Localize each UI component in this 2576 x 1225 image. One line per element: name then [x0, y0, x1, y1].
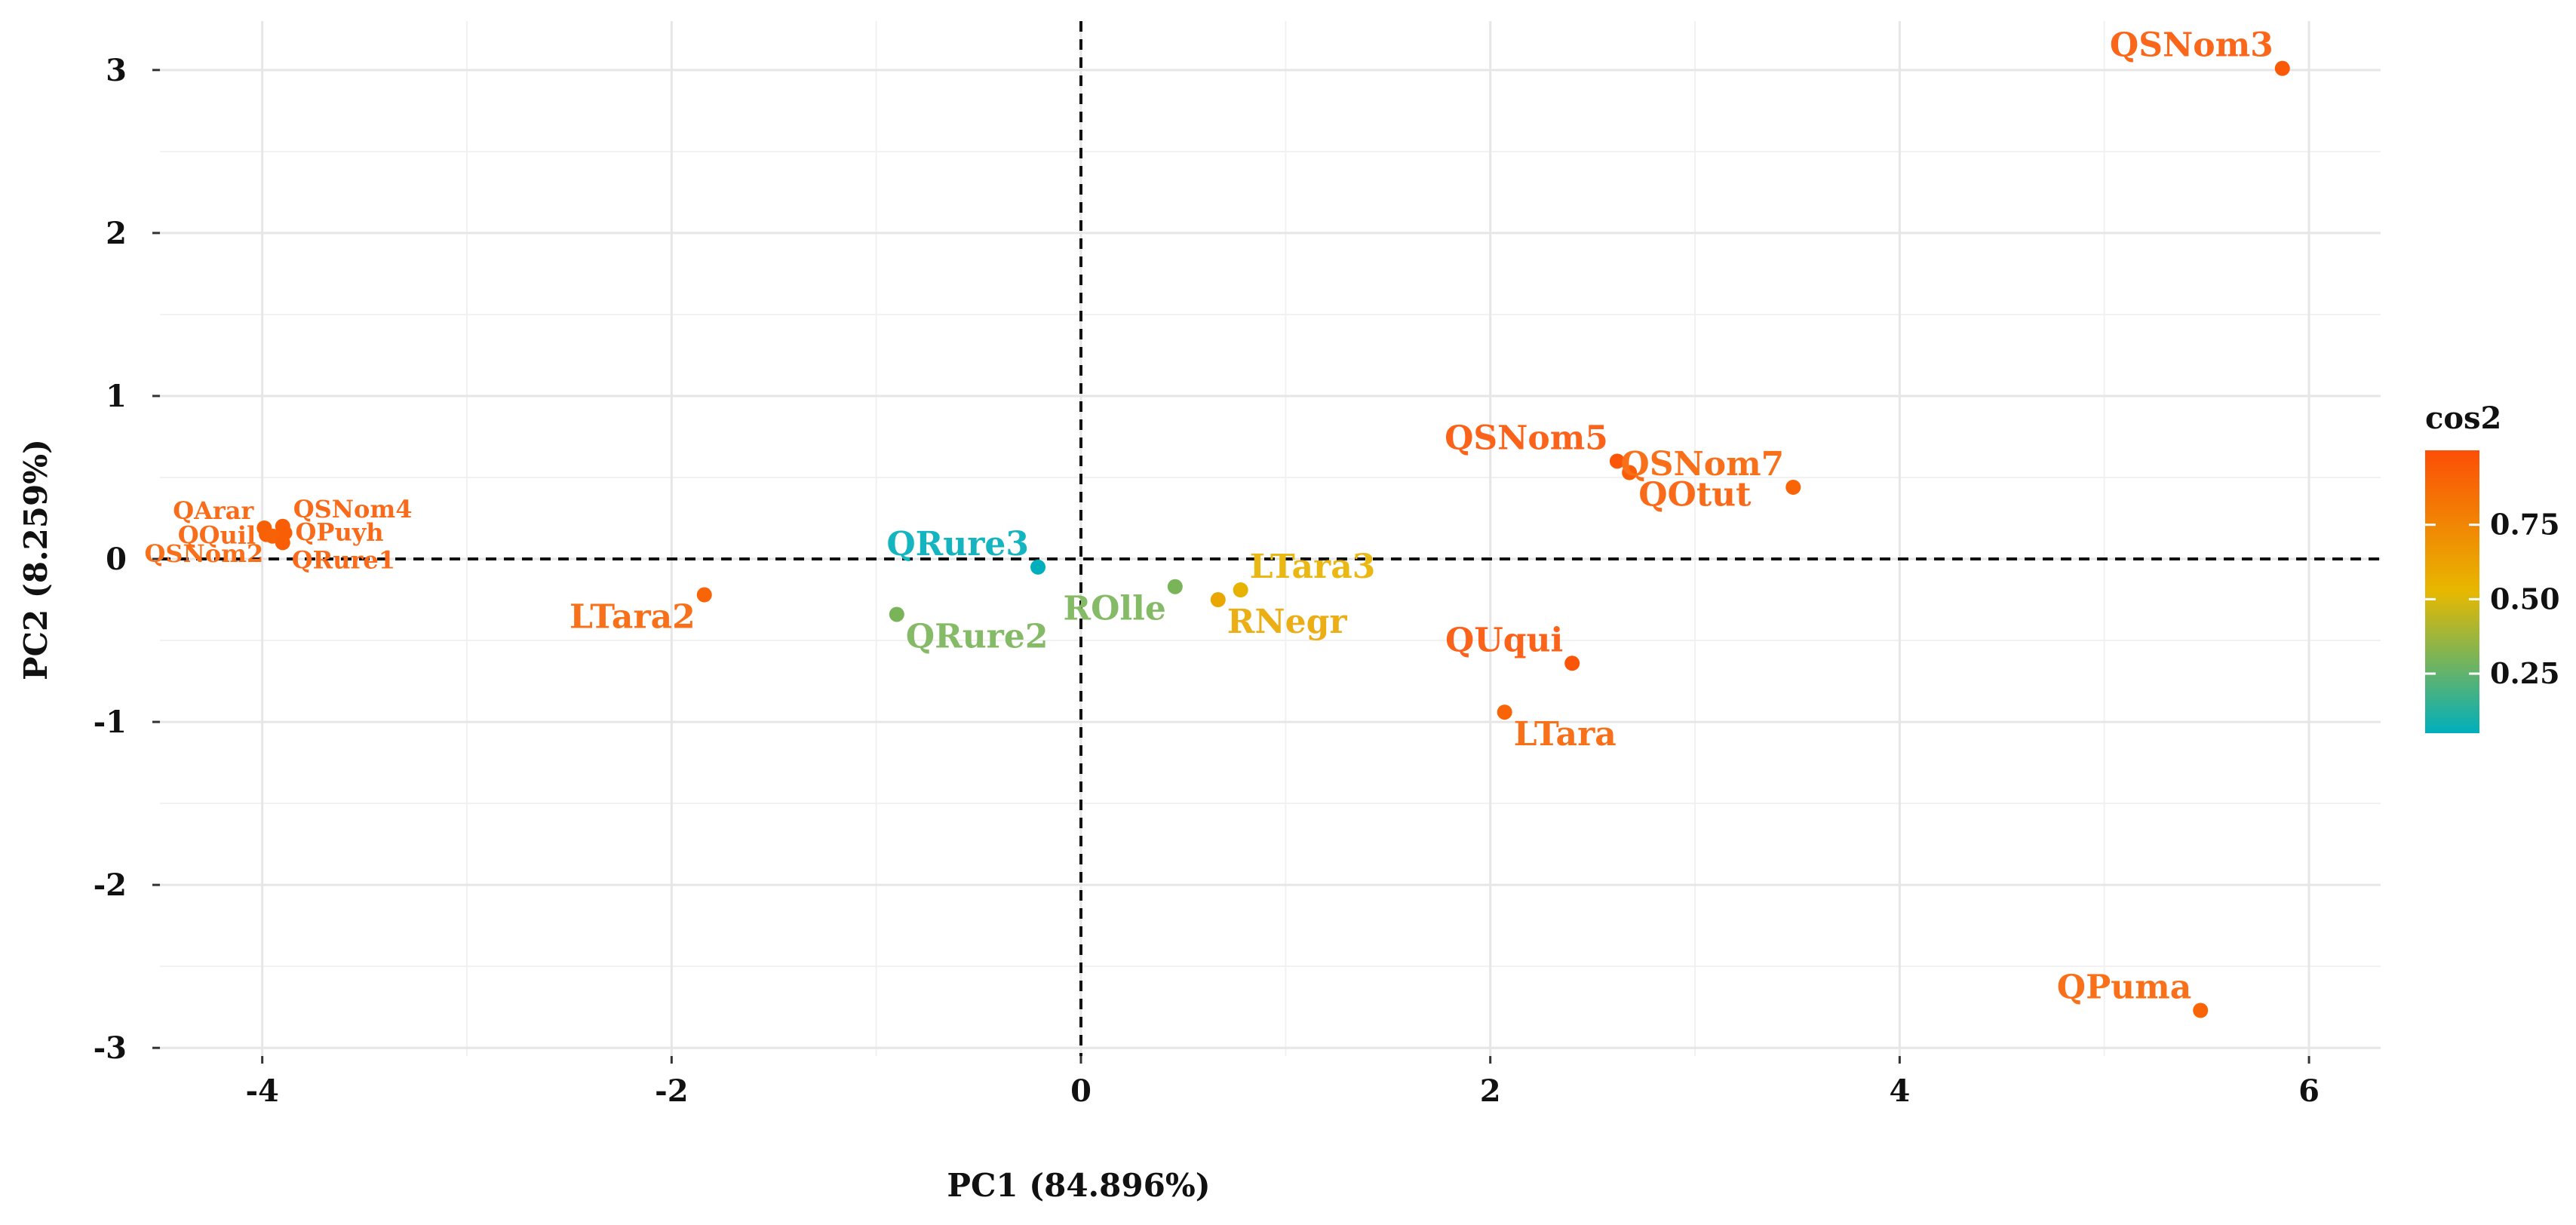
point-label: QRure2 [906, 617, 1049, 655]
data-point-rolle [1167, 579, 1183, 594]
point-label: QOtut [1638, 475, 1752, 514]
y-tick-label: 1 [106, 379, 127, 414]
point-label: QSNom4 [293, 495, 413, 523]
point-label: LTara3 [1250, 548, 1376, 586]
legend-tick-label: 0.25 [2490, 656, 2560, 690]
data-point-qsnom5 [1609, 453, 1625, 469]
point-label: QQuil [178, 521, 256, 550]
y-tick-label: 0 [106, 542, 127, 577]
y-axis-title: PC2 (8.259%) [17, 439, 54, 680]
data-point-ltara3 [1233, 582, 1248, 598]
data-points [256, 60, 2290, 1018]
data-point-ltara2 [696, 587, 712, 603]
point-label: RNegr [1227, 603, 1348, 641]
x-tick-label: -4 [245, 1073, 278, 1109]
data-point-qotut [1622, 465, 1638, 480]
data-point-qrure3 [1030, 559, 1046, 575]
y-tick-label: 3 [106, 53, 127, 88]
point-label: LTara [1514, 715, 1617, 754]
legend-title: cos2 [2425, 401, 2501, 436]
data-point-ququi [1564, 655, 1580, 671]
point-label: QUqui [1445, 621, 1563, 659]
y-tick-label: -3 [94, 1030, 127, 1066]
reference-lines [160, 21, 2381, 1056]
x-tick-label: 4 [1889, 1073, 1910, 1109]
data-point-qrure1 [275, 535, 290, 551]
point-label: QSNom2 [145, 539, 264, 568]
legend-ticks: 0.25 0.50 0.75 [2425, 508, 2560, 690]
data-point-qrure2 [889, 606, 904, 622]
point-label: QPuyh [296, 517, 384, 546]
x-tick-label: 2 [1480, 1073, 1501, 1109]
point-label: QPuma [2057, 969, 2191, 1007]
axes: -4 -2 0 2 4 6 -3 -2 -1 0 1 2 3 [94, 53, 2320, 1109]
point-label: QRure3 [886, 525, 1029, 563]
data-point-qsnom7 [1785, 479, 1801, 495]
point-label: LTara2 [570, 598, 695, 637]
data-point-qsnom3 [2274, 60, 2290, 76]
point-label: QSNom3 [2110, 26, 2274, 65]
data-point-ltara [1497, 705, 1512, 720]
color-legend: cos2 0.25 0.50 0.75 [2425, 401, 2560, 733]
y-tick-label: -1 [94, 705, 127, 740]
x-axis-title: PC1 (84.896%) [947, 1167, 1210, 1204]
data-point-rnegr [1210, 592, 1226, 608]
point-label: QSNom5 [1445, 419, 1608, 457]
legend-colorbar [2425, 450, 2479, 733]
point-label: QRure1 [292, 545, 395, 574]
point-label: QArar [173, 496, 254, 525]
x-tick-label: 6 [2298, 1073, 2320, 1109]
grid-lines [160, 21, 2381, 1056]
x-tick-label: 0 [1070, 1073, 1091, 1109]
legend-tick-label: 0.50 [2490, 582, 2560, 616]
data-point-qpuma [2193, 1002, 2209, 1018]
point-label: ROlle [1064, 590, 1166, 628]
y-tick-label: -2 [94, 867, 127, 903]
y-tick-label: 2 [106, 216, 127, 251]
x-tick-label: -2 [655, 1073, 688, 1109]
legend-tick-label: 0.75 [2490, 508, 2560, 542]
point-label: QSNom7 [1620, 445, 1784, 484]
